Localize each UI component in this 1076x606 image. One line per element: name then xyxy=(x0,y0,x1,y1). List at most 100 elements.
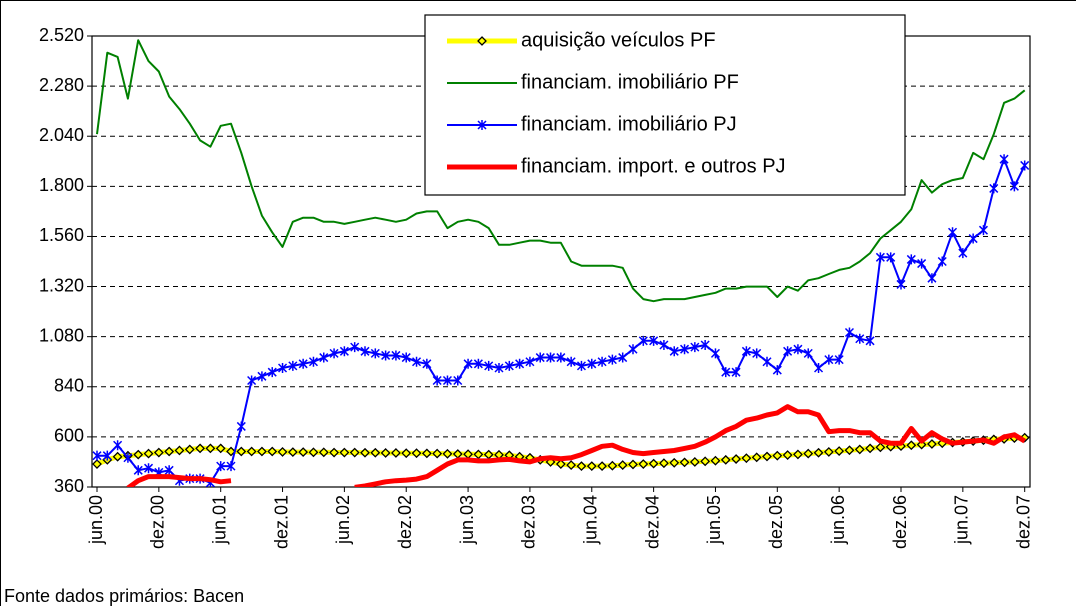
marker xyxy=(339,346,349,357)
marker xyxy=(92,459,102,469)
marker xyxy=(525,356,535,367)
marker xyxy=(484,360,494,371)
marker xyxy=(205,443,216,454)
marker xyxy=(133,449,144,460)
marker xyxy=(700,456,711,467)
legend: aquisição veículos PF financiam. imobiliá… xyxy=(424,14,906,196)
marker xyxy=(504,360,514,371)
x-tick-label: jun.02 xyxy=(333,495,353,545)
series-line xyxy=(96,39,1026,303)
marker xyxy=(555,459,566,469)
marker xyxy=(762,356,772,367)
marker xyxy=(318,447,329,458)
marker xyxy=(649,335,659,346)
legend-label: financiam. imobiliário PJ xyxy=(521,113,737,135)
marker xyxy=(329,348,339,359)
marker xyxy=(277,447,288,457)
marker xyxy=(720,454,731,465)
y-tick-label: 1.560 xyxy=(39,225,84,245)
marker xyxy=(607,460,618,471)
marker xyxy=(267,446,278,457)
legend-marker xyxy=(477,120,487,130)
x-tick-label: dez.02 xyxy=(395,495,415,549)
marker xyxy=(638,459,649,469)
x-tick-label: jun.07 xyxy=(952,495,972,545)
y-tick-label: 2.280 xyxy=(39,75,84,95)
marker xyxy=(659,458,669,469)
marker xyxy=(432,448,443,459)
marker xyxy=(412,356,422,367)
x-tick-label: dez.05 xyxy=(766,495,786,549)
marker xyxy=(834,446,845,457)
marker xyxy=(813,447,824,458)
marker xyxy=(978,225,988,236)
marker xyxy=(144,463,154,474)
marker xyxy=(896,279,906,290)
marker xyxy=(349,447,360,458)
marker xyxy=(329,447,339,458)
marker xyxy=(824,354,834,365)
marker xyxy=(401,352,411,363)
legend-marker xyxy=(477,36,487,46)
marker xyxy=(288,360,298,371)
marker xyxy=(453,375,463,386)
y-tick-label: 360 xyxy=(54,476,84,496)
x-tick-label: dez.06 xyxy=(890,495,910,549)
marker xyxy=(803,448,814,459)
marker xyxy=(958,248,968,259)
y-tick-label: 2.040 xyxy=(39,125,84,145)
marker xyxy=(113,440,123,451)
legend-label: financiam. imobiliário PF xyxy=(521,71,739,93)
marker xyxy=(597,356,607,367)
marker xyxy=(370,348,380,359)
marker xyxy=(463,449,473,460)
x-tick-label: jun.01 xyxy=(209,495,229,545)
marker xyxy=(215,443,226,454)
marker xyxy=(710,455,721,466)
marker xyxy=(927,273,937,284)
marker xyxy=(380,448,391,458)
marker xyxy=(875,442,886,453)
marker xyxy=(576,360,586,371)
marker xyxy=(452,449,463,459)
marker xyxy=(689,457,700,467)
y-tick-label: 1.800 xyxy=(39,175,84,195)
marker xyxy=(989,183,999,194)
marker xyxy=(339,447,350,458)
marker xyxy=(648,458,659,469)
y-tick-label: 2.520 xyxy=(39,25,84,45)
marker xyxy=(803,348,813,359)
marker xyxy=(710,348,720,359)
marker xyxy=(618,352,628,363)
marker xyxy=(133,465,143,476)
marker xyxy=(917,258,927,269)
marker xyxy=(700,340,710,351)
marker xyxy=(875,252,885,263)
marker xyxy=(586,461,597,472)
marker xyxy=(927,439,937,449)
y-tick-label: 840 xyxy=(54,376,84,396)
x-tick-label: dez.03 xyxy=(519,495,539,549)
marker xyxy=(659,340,669,351)
marker xyxy=(164,446,175,457)
marker xyxy=(906,254,916,265)
marker xyxy=(360,447,370,458)
marker xyxy=(432,375,442,386)
marker xyxy=(793,344,803,355)
marker xyxy=(617,460,628,470)
x-tick-label: jun.06 xyxy=(828,495,848,545)
marker xyxy=(350,342,360,353)
marker xyxy=(741,346,751,357)
marker xyxy=(762,451,772,462)
marker xyxy=(566,356,576,367)
marker xyxy=(442,375,452,386)
marker xyxy=(257,371,267,382)
series-line xyxy=(126,404,1027,487)
marker xyxy=(772,450,783,461)
marker xyxy=(597,461,607,472)
marker xyxy=(855,333,865,344)
x-tick-label: dez.04 xyxy=(642,495,662,549)
marker xyxy=(680,344,690,355)
